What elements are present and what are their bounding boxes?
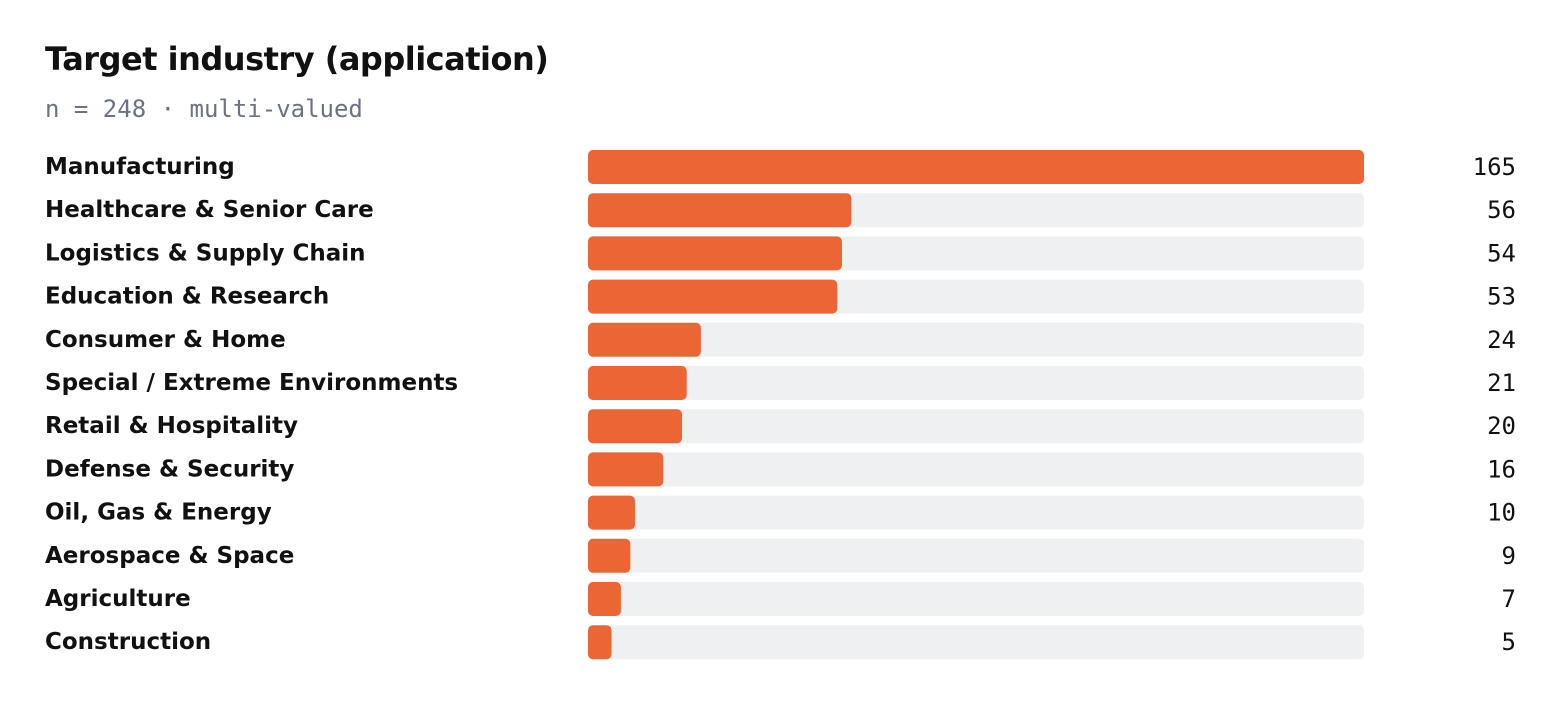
value-label: 7 (1502, 585, 1516, 613)
bar-track (588, 538, 1364, 573)
bar-row-construction: Construction 5 (45, 625, 1516, 660)
bar-retail-and-hospitality (588, 409, 683, 444)
value-label: 24 (1487, 326, 1516, 354)
value-label: 9 (1502, 542, 1516, 570)
bar-defense-and-security (588, 452, 664, 487)
bar-row-logistics-and-supply-chain: Logistics & Supply Chain 54 (45, 236, 1516, 271)
value-label: 5 (1502, 628, 1516, 656)
category-label: Special / Extreme Environments (45, 370, 458, 396)
value-label: 165 (1473, 153, 1516, 181)
category-label: Healthcare & Senior Care (45, 197, 374, 223)
value-label: 53 (1487, 283, 1516, 311)
bar-track (588, 582, 1364, 616)
category-label: Manufacturing (45, 154, 235, 180)
chart-subtitle: n = 248 · multi-valued (45, 95, 363, 123)
bar-oil-gas-and-energy (588, 495, 636, 530)
bar-row-manufacturing: Manufacturing 165 (45, 150, 1516, 184)
value-label: 10 (1487, 499, 1516, 527)
bar-row-agriculture: Agriculture 7 (45, 582, 1516, 616)
bar-row-aerospace-and-space: Aerospace & Space 9 (45, 538, 1516, 573)
bar-track (588, 452, 1364, 487)
category-label: Construction (45, 629, 211, 655)
bar-track (588, 366, 1364, 400)
chart-title: Target industry (application) (45, 40, 549, 78)
bar-track (588, 409, 1364, 444)
value-label: 56 (1487, 196, 1516, 224)
bar-row-retail-and-hospitality: Retail & Hospitality 20 (45, 409, 1516, 444)
category-label: Defense & Security (45, 456, 294, 482)
category-label: Agriculture (45, 586, 191, 612)
bar-logistics-and-supply-chain (588, 236, 842, 271)
bar-track (588, 625, 1364, 660)
bar-row-healthcare-and-senior-care: Healthcare & Senior Care 56 (45, 193, 1516, 228)
bar-manufacturing (588, 150, 1364, 184)
value-label: 54 (1487, 239, 1516, 267)
bar-row-education-and-research: Education & Research 53 (45, 279, 1516, 314)
category-label: Consumer & Home (45, 327, 286, 353)
category-label: Logistics & Supply Chain (45, 240, 366, 266)
bar-row-special-extreme-environments: Special / Extreme Environments 21 (45, 366, 1516, 400)
bar-special-extreme-environments (588, 366, 687, 400)
bar-row-oil-gas-and-energy: Oil, Gas & Energy 10 (45, 495, 1516, 530)
bar-row-consumer-and-home: Consumer & Home 24 (45, 322, 1516, 357)
bar-education-and-research (588, 279, 838, 314)
value-label: 21 (1487, 369, 1516, 397)
category-label: Aerospace & Space (45, 543, 294, 569)
category-label: Retail & Hospitality (45, 413, 298, 439)
bar-track (588, 495, 1364, 530)
bar-track (588, 322, 1364, 357)
category-label: Oil, Gas & Energy (45, 500, 272, 526)
category-label: Education & Research (45, 284, 329, 310)
bar-consumer-and-home (588, 322, 701, 357)
bar-agriculture (588, 582, 621, 616)
value-label: 16 (1487, 455, 1516, 483)
bar-aerospace-and-space (588, 538, 631, 573)
bar-construction (588, 625, 612, 660)
value-label: 20 (1487, 412, 1516, 440)
bar-healthcare-and-senior-care (588, 193, 852, 228)
bar-row-defense-and-security: Defense & Security 16 (45, 452, 1516, 487)
